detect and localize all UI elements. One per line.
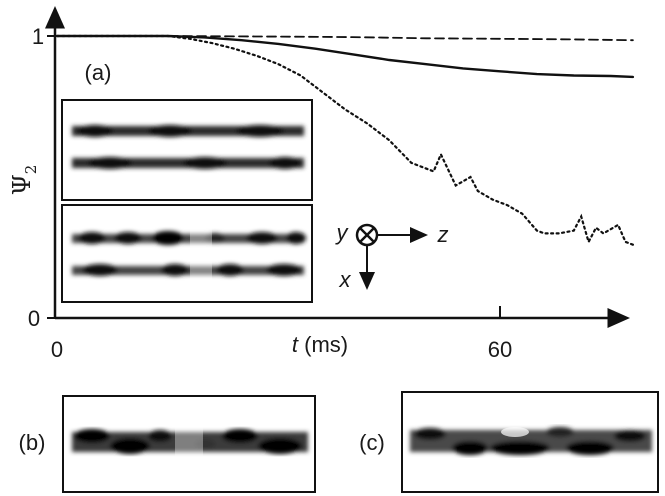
panel-label-c: (c) — [359, 430, 385, 455]
y-axis-label: Ψ2 — [8, 165, 40, 196]
panel-label-a: (a) — [85, 60, 112, 85]
panel-label-b: (b) — [19, 430, 46, 455]
image-b — [62, 395, 316, 493]
coordinate-legend: y z x — [335, 220, 449, 292]
x-axis-label-var: t — [292, 332, 299, 357]
inset-a-top — [61, 99, 313, 201]
svg-text:Ψ2: Ψ2 — [8, 165, 40, 196]
series-line-solid — [55, 34, 635, 79]
y-axis-label-sub: 2 — [22, 165, 40, 175]
series-layer — [55, 34, 635, 246]
x-tick-label-0: 0 — [51, 337, 63, 362]
x-axis-label: t (ms) — [292, 332, 348, 357]
x-axis-label-unit: (ms) — [298, 332, 348, 357]
series-line-dotted — [55, 34, 635, 246]
image-c — [401, 391, 659, 493]
y-tick-label-0: 0 — [28, 306, 40, 331]
coord-z-label: z — [437, 222, 449, 247]
coord-y-label: y — [335, 220, 350, 245]
coord-x-label: x — [339, 267, 352, 292]
x-tick-label-60: 60 — [488, 337, 512, 362]
inset-a-bottom — [61, 204, 313, 303]
y-tick-label-1: 1 — [32, 24, 44, 49]
y-axis-label-symbol: Ψ — [8, 174, 36, 195]
